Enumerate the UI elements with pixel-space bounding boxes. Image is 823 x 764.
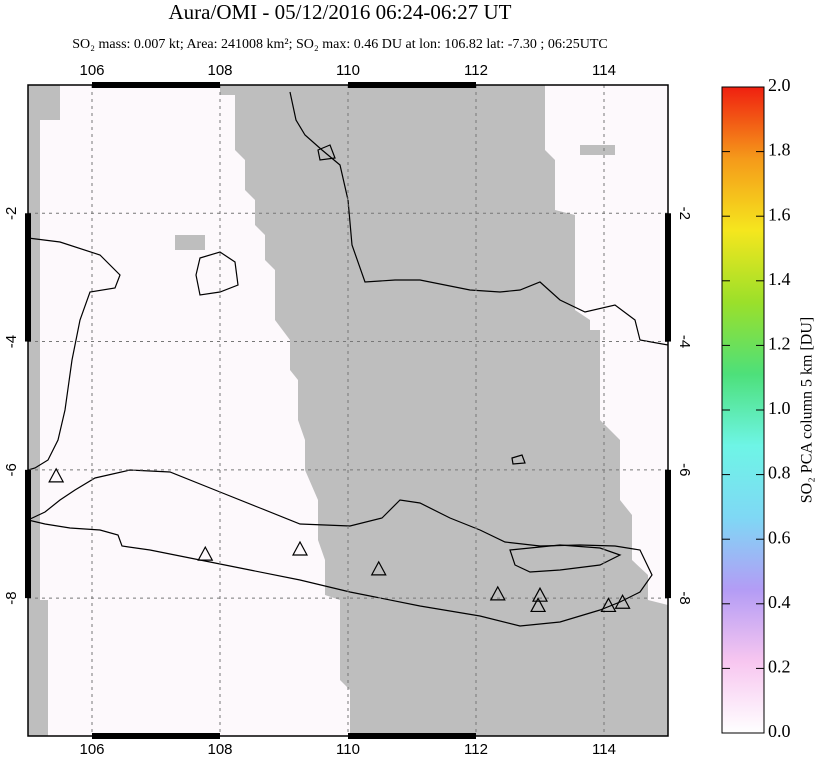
x-tick-label: 110	[336, 741, 360, 758]
frame-bar	[25, 213, 31, 342]
y-tick-label: -6	[3, 463, 20, 476]
volcano-marker	[197, 545, 214, 561]
x-tick-label: 110	[336, 62, 360, 79]
map-area	[28, 85, 668, 736]
volcano-marker	[530, 597, 547, 613]
frame-bar	[92, 82, 220, 88]
volcano-marker	[370, 560, 387, 576]
y-tick-label: -8	[676, 591, 693, 604]
frame-bar	[92, 733, 220, 739]
y-tick-label: -8	[3, 591, 20, 604]
colorbar-tick-label: 0.4	[768, 592, 791, 612]
colorbar-tick-label: 2.0	[768, 75, 791, 95]
x-tick-label: 114	[592, 62, 616, 79]
volcanoes	[48, 467, 631, 613]
volcano-marker	[600, 597, 617, 613]
colorbar-tick-label: 0.8	[768, 463, 791, 483]
x-tick-label: 106	[79, 741, 104, 758]
subtitle: SO₂ mass: 0.007 kt; Area: 241008 km²; SO…	[72, 37, 607, 52]
colorbar-tick-label: 1.2	[768, 334, 791, 354]
frame-bars	[25, 82, 671, 739]
colorbar-tick-label: 0.6	[768, 527, 791, 547]
y-tick-label: -6	[676, 463, 693, 476]
y-tick-label: -4	[676, 335, 693, 348]
colorbar-tick-label: 1.6	[768, 204, 791, 224]
frame-bar	[665, 469, 671, 599]
coastlines	[28, 91, 668, 627]
volcano-marker	[48, 467, 65, 483]
x-tick-label: 114	[592, 741, 616, 758]
colorbar-tick-label: 0.2	[768, 657, 791, 677]
no-data-region	[28, 85, 668, 736]
x-tick-label: 106	[79, 62, 104, 79]
x-tick-label: 108	[207, 62, 232, 79]
frame-bar	[348, 733, 476, 739]
grid	[28, 85, 668, 736]
x-tick-label: 108	[207, 741, 232, 758]
volcano-marker	[614, 593, 631, 609]
frame-bar	[25, 469, 31, 599]
x-tick-label: 112	[464, 62, 488, 79]
y-tick-label: -4	[3, 335, 20, 348]
colorbar-tick-label: 1.8	[768, 140, 791, 160]
colorbar-tick-label: 1.4	[768, 269, 791, 289]
frame-bar	[665, 213, 671, 342]
colorbar-label: SO₂ PCA column 5 km [DU]	[799, 317, 816, 503]
y-tick-label: -2	[676, 207, 693, 220]
frame-bar	[348, 82, 476, 88]
colorbar-tick-label: 0.0	[768, 721, 791, 741]
volcano-marker	[291, 540, 309, 556]
title: Aura/OMI - 05/12/2016 06:24-06:27 UT	[169, 0, 512, 24]
x-tick-label: 112	[464, 741, 488, 758]
colorbar-tick-label: 1.0	[768, 398, 791, 418]
volcano-marker	[489, 585, 506, 601]
y-tick-label: -2	[3, 207, 20, 220]
